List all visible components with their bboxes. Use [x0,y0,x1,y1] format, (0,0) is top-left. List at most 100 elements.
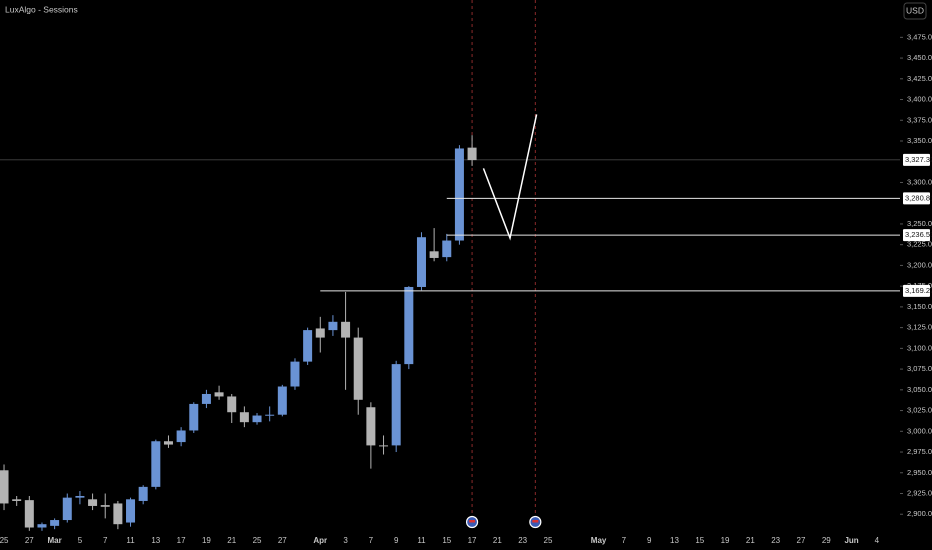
y-tick-label: 3,350.00 [907,136,932,145]
candle-body [353,337,363,400]
y-tick-label: 3,050.00 [907,385,932,394]
candle-body [100,505,110,507]
candle-body [328,321,338,331]
candle-body [12,499,22,501]
candle-body [37,524,47,528]
candle-body [454,148,464,241]
candle-body [88,499,98,506]
x-tick-label: 17 [177,536,186,545]
y-tick-label: 3,400.00 [907,95,932,104]
x-tick-label: 13 [151,536,160,545]
candle-body [265,414,275,416]
x-tick-label: 23 [771,536,780,545]
x-tick-label: 15 [442,536,451,545]
event-icon-flag [532,520,539,523]
candle-body [227,396,237,413]
candle-body [163,441,173,445]
x-tick-label: 21 [493,536,502,545]
x-tick-label: 9 [394,536,399,545]
candle-body [290,361,300,387]
x-tick-label: 21 [227,536,236,545]
current-price-box [903,153,930,166]
currency-box[interactable] [903,2,927,20]
candle-body [467,147,477,161]
y-tick-label: 3,000.00 [907,426,932,435]
candle-body [126,499,136,523]
y-tick-label: 3,100.00 [907,343,932,352]
x-tick-label: 4 [875,536,880,545]
y-tick-label: 3,250.00 [907,219,932,228]
y-tick-label: 3,450.00 [907,53,932,62]
event-icon-flag [469,520,476,523]
candle-body [442,240,452,258]
candle-body [416,237,426,287]
candle-body [315,328,325,338]
x-tick-label: 5 [78,536,83,545]
candle-body [24,500,34,528]
price-label-box [903,284,930,297]
price-label-box [903,229,930,242]
x-tick-label: 15 [695,536,704,545]
candle-body [366,407,376,446]
y-tick-label: 2,925.00 [907,488,932,497]
x-tick-label: 9 [647,536,652,545]
candle-body [239,412,249,423]
price-label: 3,280.81 [905,193,932,202]
x-tick-label: 25 [0,536,9,545]
x-tick-label: 21 [746,536,755,545]
x-tick-label: 19 [202,536,211,545]
x-tick-label: 27 [25,536,34,545]
candle-body [277,386,287,415]
y-tick-label: 2,975.00 [907,447,932,456]
y-tick-label: 3,125.00 [907,323,932,332]
x-tick-label: 7 [622,536,627,545]
candle-body [62,497,72,521]
x-tick-label: 3 [343,536,348,545]
x-tick-label: 27 [797,536,806,545]
x-tick-label: 27 [278,536,287,545]
y-tick-label: 3,200.00 [907,260,932,269]
x-tick-label: Jun [844,536,858,545]
x-tick-label: 25 [253,536,262,545]
price-label: 3,169.27 [905,286,932,295]
candle-body [303,330,313,362]
candle-body [138,486,148,501]
y-tick-label: 2,950.00 [907,468,932,477]
candle-body [113,503,123,525]
candle-body [0,470,9,504]
chart-title: LuxAlgo - Sessions [5,4,78,14]
x-tick-label: Apr [313,536,327,545]
x-tick-label: 25 [544,536,553,545]
currency[interactable]: USD [906,5,924,15]
candle-body [50,520,60,526]
candle-body [429,251,439,258]
candle-body [341,321,351,338]
candle-body [189,403,199,431]
current-price-label: 3,327.32 [905,155,932,164]
x-tick-label: 7 [369,536,374,545]
x-tick-label: May [591,536,607,545]
x-tick-label: Mar [48,536,62,545]
candle-body [379,445,389,447]
y-tick-label: 3,375.00 [907,115,932,124]
candle-body [176,430,186,443]
x-tick-label: 17 [468,536,477,545]
candle-body [75,495,85,498]
x-tick-label: 19 [721,536,730,545]
projection-line [482,114,538,241]
candle-body [252,415,262,423]
candle-body [404,286,414,365]
candle-body [201,393,211,404]
y-tick-label: 3,475.00 [907,32,932,41]
price-label-box [903,192,930,205]
y-tick-label: 2,900.00 [907,509,932,518]
price-label: 3,236.53 [905,230,932,239]
x-tick-label: 11 [126,536,135,545]
candle-body [214,392,224,397]
candle-body [391,364,401,446]
x-tick-label: 13 [670,536,679,545]
y-tick-label: 3,425.00 [907,74,932,83]
y-tick-label: 3,300.00 [907,177,932,186]
